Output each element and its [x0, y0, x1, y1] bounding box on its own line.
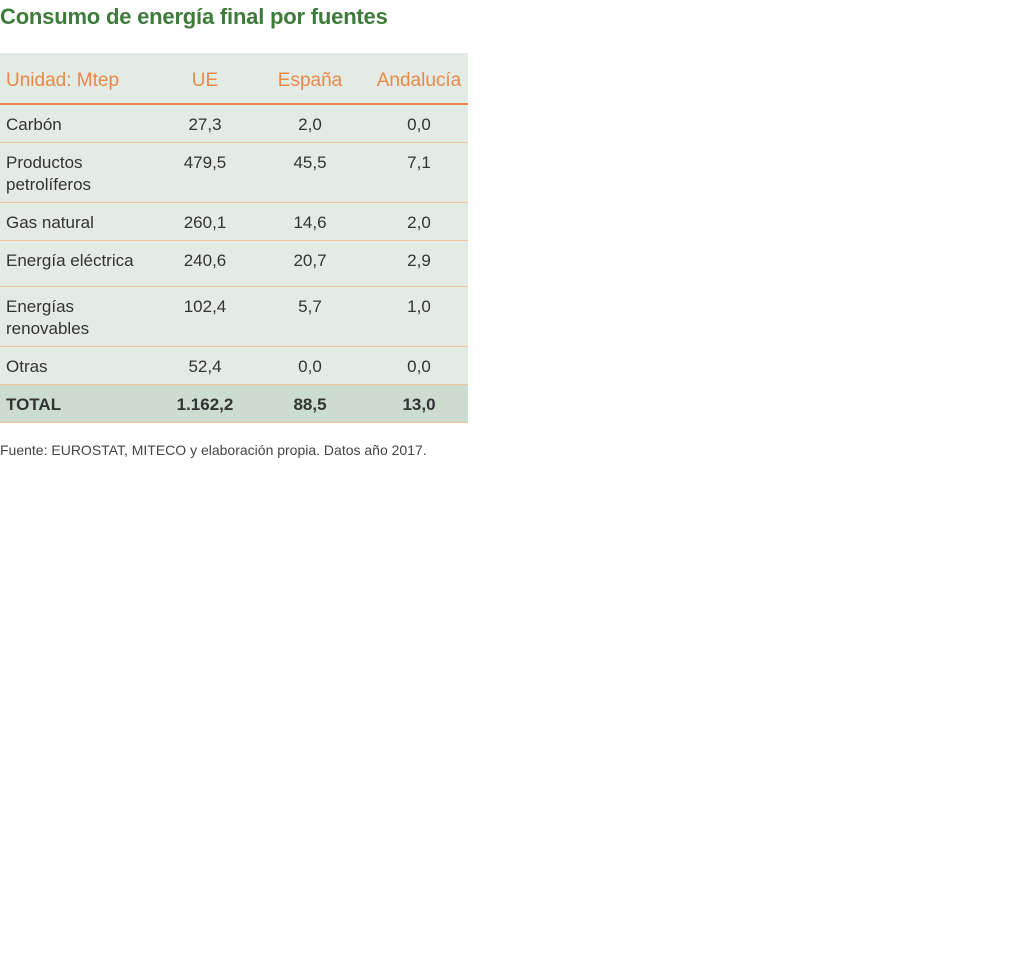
column-header-espana: España [250, 53, 370, 105]
table-row: Productos petrolíferos 479,5 45,5 7,1 [0, 142, 468, 203]
energy-table-container: Unidad: Mtep UE España Andalucía Carbón … [0, 53, 468, 423]
unit-header: Unidad: Mtep [0, 53, 160, 105]
cell-value: 260,1 [160, 202, 250, 241]
column-header-ue: UE [160, 53, 250, 105]
table-row: Otras 52,4 0,0 0,0 [0, 346, 468, 385]
total-label: TOTAL [0, 384, 160, 423]
cell-value: 2,9 [370, 240, 468, 287]
cell-value: 102,4 [160, 286, 250, 347]
row-label: Otras [0, 346, 160, 385]
cell-value: 5,7 [250, 286, 370, 347]
cell-value: 27,3 [160, 104, 250, 143]
cell-value: 14,6 [250, 202, 370, 241]
row-label: Energía eléctrica [0, 240, 160, 287]
total-value: 88,5 [250, 384, 370, 423]
cell-value: 1,0 [370, 286, 468, 347]
cell-value: 0,0 [370, 104, 468, 143]
cell-value: 0,0 [370, 346, 468, 385]
row-label: Productos petrolíferos [0, 142, 160, 203]
energy-table: Unidad: Mtep UE España Andalucía Carbón … [0, 53, 468, 423]
cell-value: 2,0 [370, 202, 468, 241]
cell-value: 240,6 [160, 240, 250, 287]
source-note: Fuente: EUROSTAT, MITECO y elaboración p… [0, 442, 427, 458]
total-value: 1.162,2 [160, 384, 250, 423]
row-label: Energías renovables [0, 286, 160, 347]
cell-value: 45,5 [250, 142, 370, 203]
cell-value: 52,4 [160, 346, 250, 385]
cell-value: 479,5 [160, 142, 250, 203]
chart-title: Consumo de energía final por fuentes [0, 4, 388, 29]
table-row: Gas natural 260,1 14,6 2,0 [0, 202, 468, 241]
table-row: Energías renovables 102,4 5,7 1,0 [0, 286, 468, 347]
cell-value: 20,7 [250, 240, 370, 287]
total-value: 13,0 [370, 384, 468, 423]
total-row: TOTAL 1.162,2 88,5 13,0 [0, 384, 468, 423]
row-label: Carbón [0, 104, 160, 143]
column-header-andalucia: Andalucía [370, 53, 468, 105]
row-label: Gas natural [0, 202, 160, 241]
table-row: Energía eléctrica 240,6 20,7 2,9 [0, 240, 468, 287]
table-header-row: Unidad: Mtep UE España Andalucía [0, 53, 468, 105]
table-row: Carbón 27,3 2,0 0,0 [0, 104, 468, 143]
cell-value: 2,0 [250, 104, 370, 143]
cell-value: 7,1 [370, 142, 468, 203]
cell-value: 0,0 [250, 346, 370, 385]
